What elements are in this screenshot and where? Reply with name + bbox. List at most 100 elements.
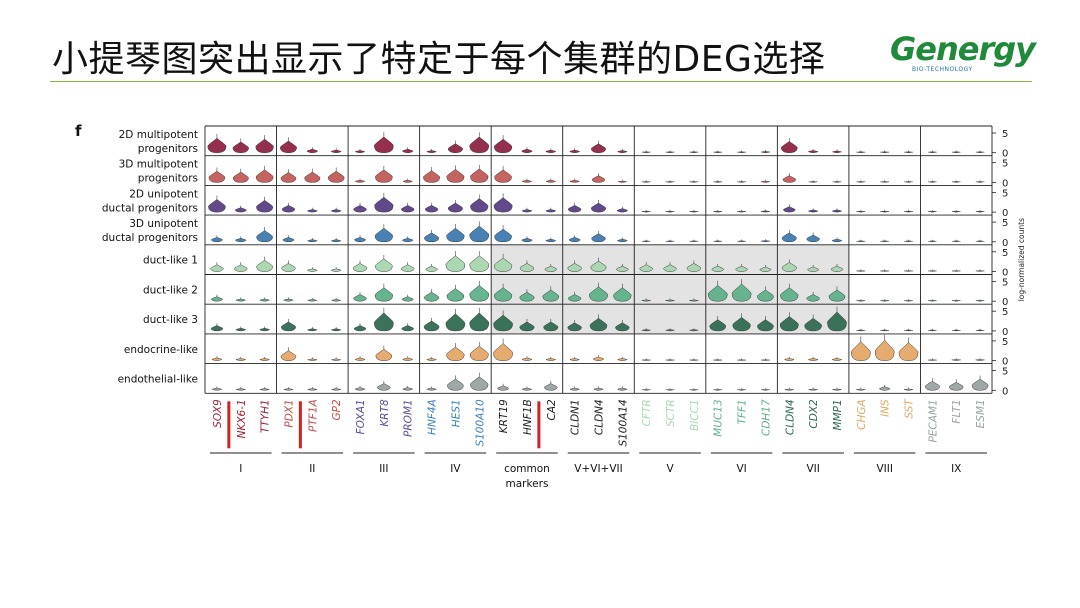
gene-label: CLDN4 bbox=[594, 399, 606, 435]
violin-mark bbox=[779, 316, 799, 332]
violin-mark bbox=[211, 236, 223, 243]
violin-mark bbox=[641, 151, 651, 153]
violin-mark bbox=[808, 150, 819, 153]
violin-mark bbox=[354, 357, 366, 361]
violin-mark bbox=[423, 170, 440, 183]
gene-label: PDX1 bbox=[283, 399, 295, 427]
violin-mark bbox=[713, 151, 723, 153]
violin-mark bbox=[401, 204, 415, 213]
violin-mark bbox=[353, 294, 367, 302]
violin-mark bbox=[494, 169, 512, 183]
violin-mark bbox=[426, 150, 437, 153]
violin-mark bbox=[591, 143, 606, 153]
violin-mark bbox=[732, 316, 751, 332]
violin-mark bbox=[856, 240, 866, 243]
violin-mark bbox=[689, 389, 699, 391]
violin-mark bbox=[711, 265, 724, 272]
violin-mark bbox=[256, 199, 274, 213]
row-label: progenitors bbox=[138, 143, 198, 155]
violin-mark bbox=[402, 179, 413, 183]
violin-mark bbox=[713, 181, 723, 183]
violin-mark bbox=[828, 289, 846, 302]
row-label: 3D unipotent bbox=[129, 218, 198, 230]
gene-label: TTYH1 bbox=[260, 399, 272, 433]
violin-mark bbox=[737, 359, 747, 361]
gene-label: CHGA bbox=[856, 399, 868, 430]
violin-mark bbox=[282, 236, 295, 243]
violin-mark bbox=[307, 328, 318, 332]
violin-mark bbox=[330, 209, 342, 213]
row-label: ductal progenitors bbox=[102, 202, 198, 214]
violin-mark bbox=[832, 388, 842, 391]
group-label: V+VI+VII bbox=[574, 463, 622, 475]
violin-mark bbox=[713, 389, 723, 391]
violin-mark bbox=[401, 325, 414, 332]
violin-mark bbox=[804, 317, 822, 332]
violin-mark bbox=[615, 322, 630, 332]
violin-mark bbox=[374, 287, 393, 302]
violin-mark bbox=[782, 175, 796, 183]
violin-mark bbox=[354, 179, 366, 183]
violin-mark bbox=[903, 270, 914, 272]
violin-mark bbox=[401, 296, 414, 302]
violin-mark bbox=[641, 329, 651, 332]
violin-mark bbox=[856, 270, 866, 272]
violin-mark bbox=[927, 359, 937, 361]
violin-mark bbox=[856, 329, 866, 332]
violin-mark bbox=[447, 143, 463, 153]
violin-mark bbox=[568, 204, 582, 213]
violin-mark bbox=[665, 359, 675, 361]
violin-mark bbox=[211, 387, 222, 391]
violin-mark bbox=[208, 170, 226, 183]
violin-mark bbox=[235, 327, 246, 332]
violin-mark bbox=[331, 358, 342, 361]
violin-mark bbox=[354, 150, 366, 153]
y-tick-label: 0 bbox=[1002, 357, 1008, 368]
violin-mark bbox=[689, 181, 699, 183]
violin-mark bbox=[235, 298, 246, 302]
violin-mark bbox=[709, 319, 726, 332]
gene-label: BICC1 bbox=[689, 399, 701, 431]
violin-mark bbox=[567, 322, 582, 332]
violin-mark bbox=[424, 232, 440, 243]
row-label: 2D unipotent bbox=[129, 188, 198, 200]
violin-mark bbox=[424, 291, 440, 302]
violin-mark bbox=[469, 284, 490, 302]
y-tick-label: 5 bbox=[1002, 159, 1008, 170]
violin-mark bbox=[331, 239, 342, 243]
gene-label: KRT8 bbox=[379, 399, 391, 427]
violin-mark bbox=[760, 151, 771, 153]
violin-mark bbox=[280, 172, 297, 183]
violin-mark bbox=[280, 140, 297, 153]
violin-mark bbox=[281, 321, 296, 332]
violin-mark bbox=[494, 228, 512, 243]
violin-mark bbox=[880, 240, 890, 243]
violin-mark bbox=[639, 264, 653, 272]
y-tick-label: 0 bbox=[1002, 327, 1008, 338]
y-tick-label: 0 bbox=[1002, 268, 1008, 279]
violin-mark bbox=[330, 268, 342, 272]
violin-mark bbox=[353, 204, 367, 213]
violin-mark bbox=[211, 296, 223, 302]
violin-mark bbox=[713, 240, 723, 243]
violin-mark bbox=[568, 294, 582, 302]
violin-mark bbox=[927, 329, 937, 332]
violin-mark bbox=[975, 270, 985, 272]
gene-label: CLDN1 bbox=[570, 399, 582, 435]
violin-mark bbox=[545, 358, 556, 361]
violin-mark bbox=[975, 358, 985, 361]
violin-mark bbox=[856, 388, 866, 391]
violin-mark bbox=[808, 358, 819, 361]
gene-label: MMP1 bbox=[832, 399, 844, 430]
violin-mark bbox=[951, 299, 961, 302]
violin-mark bbox=[903, 151, 914, 153]
violin-mark bbox=[446, 288, 465, 302]
violin-mark bbox=[851, 341, 871, 361]
violin-mark bbox=[832, 150, 842, 153]
group-label: III bbox=[379, 463, 388, 475]
violin-mark bbox=[545, 209, 557, 213]
violin-mark bbox=[617, 358, 628, 361]
violin-mark bbox=[593, 387, 604, 391]
violin-mark bbox=[880, 210, 890, 213]
violin-mark bbox=[493, 342, 513, 361]
